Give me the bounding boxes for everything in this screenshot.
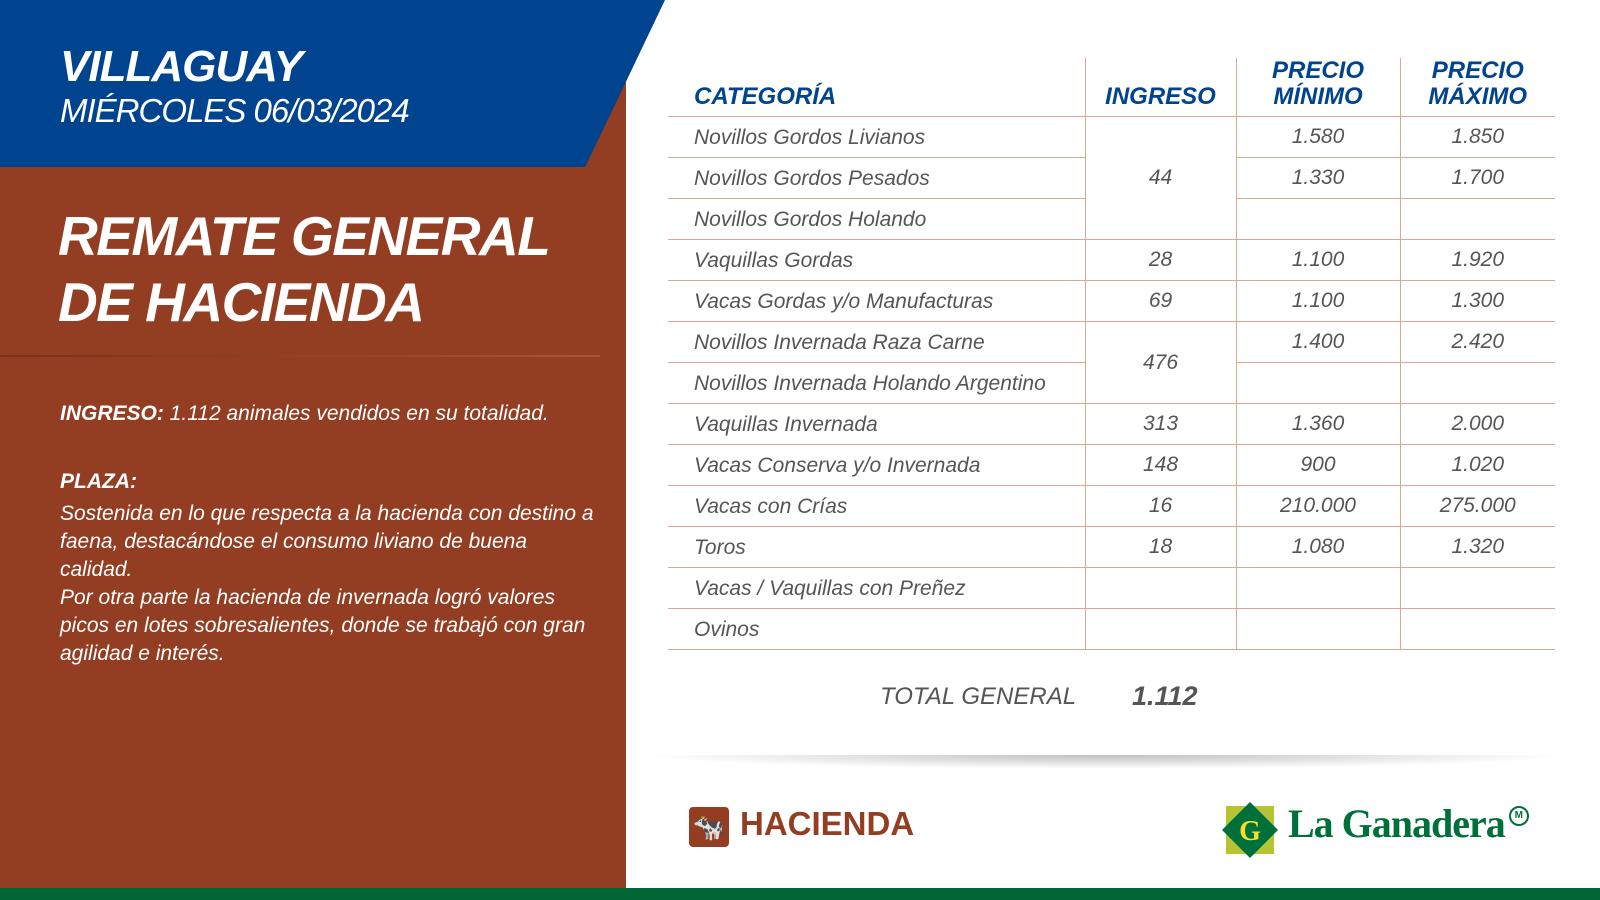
cow-icon: 🐄 bbox=[689, 807, 729, 847]
cell-ingreso: 476 bbox=[1084, 321, 1236, 404]
cell-categoria: Vaquillas Invernada bbox=[668, 403, 1085, 445]
cell-categoria: Toros bbox=[668, 526, 1085, 568]
table-header: CATEGORÍA INGRESO PRECIO MÍNIMO PRECIO MÁX… bbox=[668, 58, 1555, 117]
divider bbox=[0, 355, 600, 357]
table-row: Novillos Invernada Holando Argentino bbox=[668, 362, 1555, 404]
footer-bar bbox=[0, 888, 1600, 900]
brand-logo-group: La Ganadera M bbox=[1288, 800, 1529, 847]
cell-precio-minimo: 1.580 bbox=[1235, 116, 1400, 158]
cell-categoria: Vacas Conserva y/o Invernada bbox=[668, 444, 1085, 486]
cell-categoria: Novillos Gordos Holando bbox=[668, 198, 1085, 240]
table-row: Toros 18 1.080 1.320 bbox=[668, 526, 1555, 568]
cell-precio-maximo bbox=[1399, 198, 1555, 240]
cell-ingreso: 148 bbox=[1084, 444, 1236, 486]
cell-precio-minimo bbox=[1235, 198, 1400, 240]
cell-categoria: Novillos Gordos Pesados bbox=[668, 157, 1085, 199]
cell-precio-minimo: 1.330 bbox=[1235, 157, 1400, 199]
table-row: Vaquillas Invernada 313 1.360 2.000 bbox=[668, 403, 1555, 445]
cell-precio-maximo: 2.420 bbox=[1399, 321, 1555, 363]
table-row: Novillos Gordos Holando bbox=[668, 198, 1555, 240]
table-row: Novillos Invernada Raza Carne 476 1.400 2.4… bbox=[668, 321, 1555, 404]
brand-logo: La Ganadera bbox=[1288, 801, 1506, 846]
cell-precio-minimo: 1.080 bbox=[1235, 526, 1400, 568]
cell-ingreso: 69 bbox=[1084, 280, 1236, 322]
la-ganadera-logo-icon: G bbox=[1222, 802, 1278, 858]
cell-precio-maximo: 1.700 bbox=[1399, 157, 1555, 199]
header-categoria: CATEGORÍA bbox=[668, 58, 1085, 117]
header-line: MÍNIMO bbox=[1273, 83, 1363, 110]
header-line: MÁXIMO bbox=[1428, 83, 1528, 110]
shadow-divider bbox=[640, 755, 1570, 769]
cell-precio-minimo: 1.360 bbox=[1235, 403, 1400, 445]
ingreso-label: INGRESO: bbox=[60, 402, 164, 425]
section-label: HACIENDA bbox=[740, 805, 915, 842]
cell-precio-minimo bbox=[1235, 567, 1400, 609]
cell-categoria: Vacas / Vaquillas con Preñez bbox=[668, 567, 1085, 609]
plaza-paragraph: Sostenida en lo que respecta a la hacien… bbox=[60, 502, 594, 581]
brand-mark: M bbox=[1508, 806, 1529, 826]
header-line: PRECIO bbox=[1271, 57, 1364, 84]
table-row: Vacas / Vaquillas con Preñez bbox=[668, 567, 1555, 609]
cell-precio-minimo: 1.400 bbox=[1235, 321, 1400, 363]
page-title: REMATE GENERAL DE HACIENDA bbox=[58, 203, 618, 335]
cell-ingreso bbox=[1084, 608, 1236, 650]
cell-ingreso: 28 bbox=[1084, 239, 1236, 281]
cell-categoria: Novillos Invernada Holando Argentino bbox=[668, 362, 1085, 404]
header-precio-minimo: PRECIO MÍNIMO bbox=[1235, 57, 1400, 117]
total-label: TOTAL GENERAL bbox=[880, 683, 1077, 710]
city-title: VILLAGUAY bbox=[60, 42, 303, 91]
cell-precio-maximo: 275.000 bbox=[1399, 485, 1555, 527]
cell-ingreso bbox=[1084, 567, 1236, 609]
table-row: Vacas Gordas y/o Manufacturas 69 1.100 1.30… bbox=[668, 280, 1555, 322]
plaza-label: PLAZA: bbox=[60, 470, 137, 493]
cell-ingreso: 18 bbox=[1084, 526, 1236, 568]
cell-precio-minimo bbox=[1235, 362, 1400, 404]
cell-precio-minimo: 900 bbox=[1235, 444, 1400, 486]
ingreso-text: 1.112 animales vendidos en su totalidad. bbox=[163, 402, 549, 425]
cell-categoria: Vacas con Crías bbox=[668, 485, 1085, 527]
cell-precio-minimo: 210.000 bbox=[1235, 485, 1400, 527]
plaza-paragraph: Por otra parte la hacienda de invernada … bbox=[60, 586, 586, 665]
table-row: Vacas Conserva y/o Invernada 148 900 1.020 bbox=[668, 444, 1555, 486]
ingreso-summary: INGRESO: 1.112 animales vendidos en su t… bbox=[60, 400, 605, 428]
cell-ingreso: 16 bbox=[1084, 485, 1236, 527]
total-value: 1.112 bbox=[1132, 681, 1198, 711]
cell-precio-maximo: 2.000 bbox=[1399, 403, 1555, 445]
cell-precio-maximo: 1.020 bbox=[1399, 444, 1555, 486]
cell-precio-maximo bbox=[1399, 608, 1555, 650]
table-row: Novillos Gordos Livianos 44 1.580 1.850 bbox=[668, 116, 1555, 240]
title-line: DE HACIENDA bbox=[58, 271, 425, 333]
table-row: Novillos Gordos Pesados 1.330 1.700 bbox=[668, 157, 1555, 199]
header-line: PRECIO bbox=[1431, 57, 1524, 84]
cell-precio-maximo: 1.320 bbox=[1399, 526, 1555, 568]
cell-precio-maximo: 1.300 bbox=[1399, 280, 1555, 322]
title-line: REMATE GENERAL bbox=[58, 205, 551, 267]
cell-categoria: Novillos Gordos Livianos bbox=[668, 116, 1085, 158]
header-precio-maximo: PRECIO MÁXIMO bbox=[1399, 57, 1555, 117]
cell-ingreso: 44 bbox=[1084, 116, 1236, 240]
cell-categoria: Ovinos bbox=[668, 608, 1085, 650]
cell-precio-maximo: 1.920 bbox=[1399, 239, 1555, 281]
cell-ingreso: 313 bbox=[1084, 403, 1236, 445]
cell-categoria: Vacas Gordas y/o Manufacturas bbox=[668, 280, 1085, 322]
cell-precio-maximo bbox=[1399, 567, 1555, 609]
cell-precio-maximo: 1.850 bbox=[1399, 116, 1555, 158]
cell-precio-minimo bbox=[1235, 608, 1400, 650]
cell-precio-maximo bbox=[1399, 362, 1555, 404]
date: MIÉRCOLES 06/03/2024 bbox=[60, 92, 410, 129]
table-row: Vaquillas Gordas 28 1.100 1.920 bbox=[668, 239, 1555, 281]
header-ingreso: INGRESO bbox=[1084, 58, 1236, 117]
svg-text:G: G bbox=[1239, 816, 1261, 847]
prices-table: CATEGORÍA INGRESO PRECIO MÍNIMO PRECIO MÁX… bbox=[668, 58, 1555, 650]
header-banner bbox=[0, 0, 665, 167]
plaza-text: Sostenida en lo que respecta a la hacien… bbox=[60, 500, 605, 668]
cell-categoria: Novillos Invernada Raza Carne bbox=[668, 321, 1085, 363]
table-row: Vacas con Crías 16 210.000 275.000 bbox=[668, 485, 1555, 527]
cell-precio-minimo: 1.100 bbox=[1235, 280, 1400, 322]
table-row: Ovinos bbox=[668, 608, 1555, 650]
cell-precio-minimo: 1.100 bbox=[1235, 239, 1400, 281]
cell-categoria: Vaquillas Gordas bbox=[668, 239, 1085, 281]
